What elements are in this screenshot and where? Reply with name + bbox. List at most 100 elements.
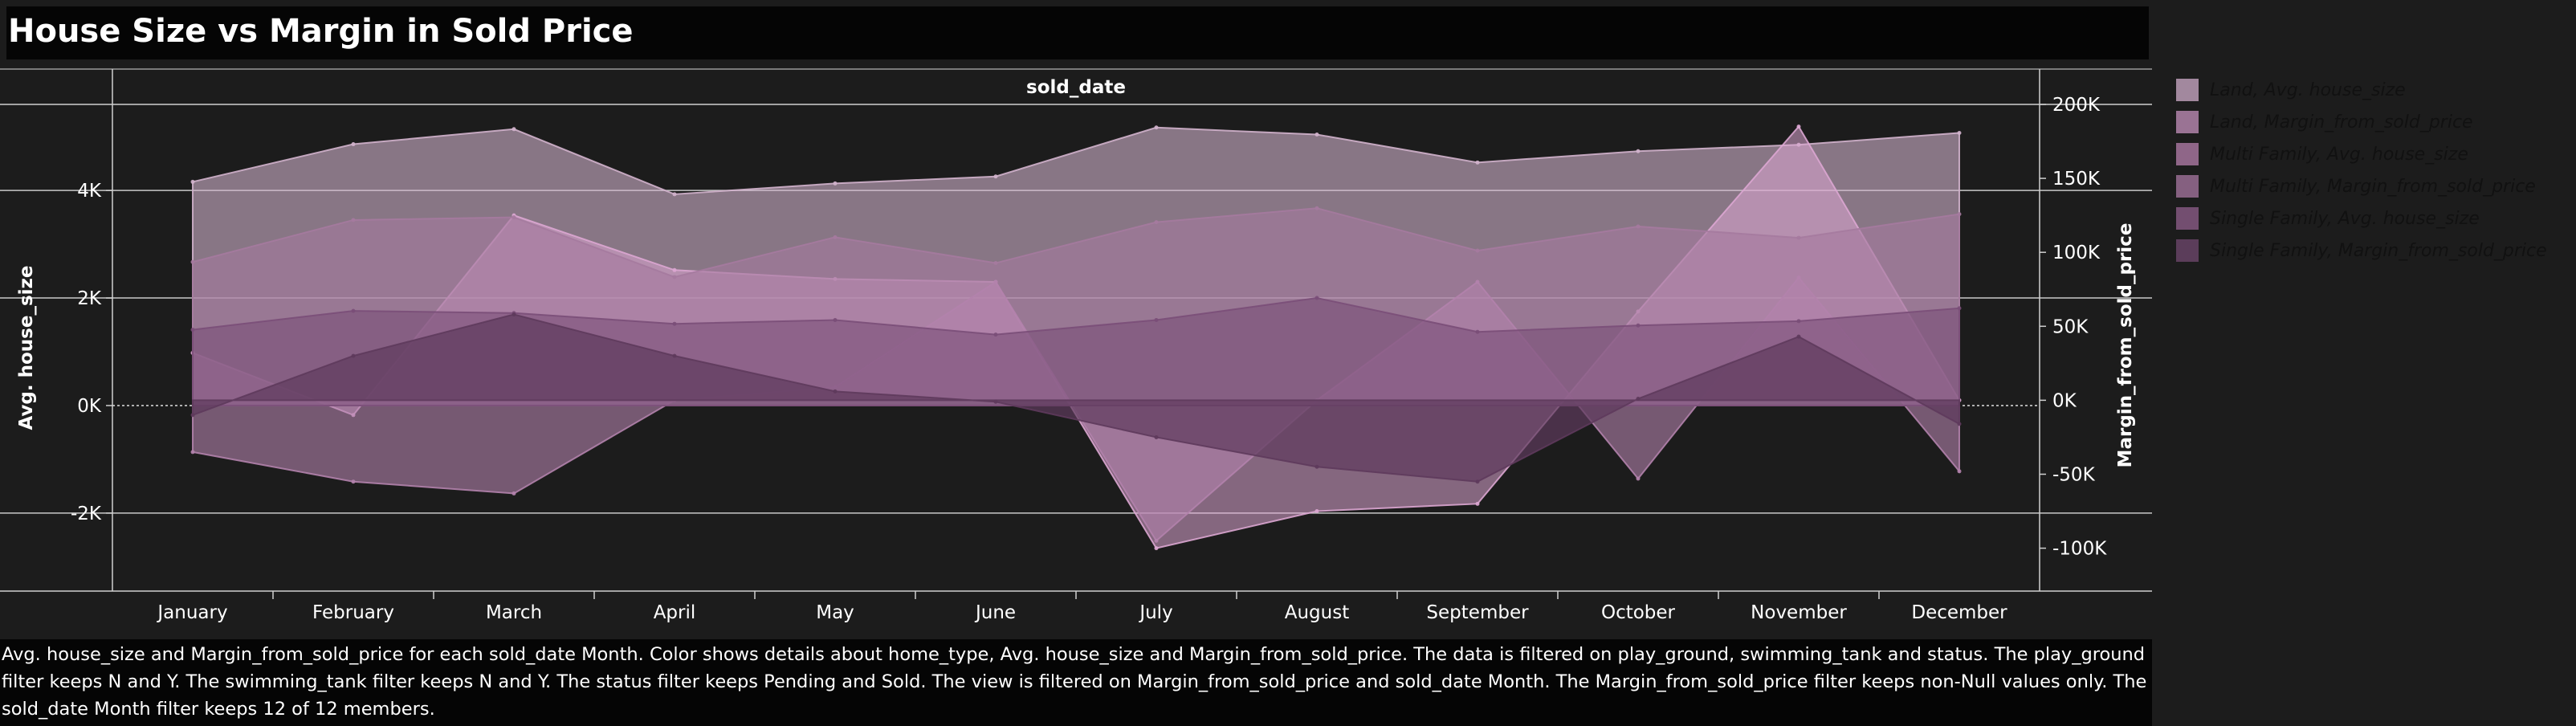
x-tick-label: September — [1426, 602, 1529, 623]
data-point — [1154, 220, 1159, 225]
data-point — [1314, 206, 1319, 210]
legend: Land, Avg. house_size Land, Margin_from_s… — [2176, 74, 2570, 267]
data-point — [993, 174, 998, 179]
data-point — [672, 275, 677, 279]
left-tick-label: 4K — [77, 181, 102, 202]
data-point — [1154, 318, 1159, 323]
data-point — [993, 332, 998, 337]
legend-label: Multi Family, Avg. house_size — [2210, 144, 2468, 165]
data-point — [1636, 323, 1641, 328]
data-point — [993, 261, 998, 266]
left-axis-title: Avg. house_size — [16, 265, 37, 430]
x-tick-label: March — [486, 602, 542, 623]
x-tick-label: June — [974, 602, 1016, 623]
data-point — [1796, 319, 1801, 324]
x-tick-label: April — [654, 602, 696, 623]
data-point — [1314, 296, 1319, 300]
data-point — [512, 215, 516, 220]
data-point — [1636, 149, 1641, 153]
legend-swatch — [2176, 239, 2199, 262]
data-point — [1475, 160, 1480, 165]
data-point — [1314, 132, 1319, 137]
data-point — [1314, 509, 1319, 514]
data-point — [1475, 329, 1480, 334]
right-tick-label: 200K — [2052, 95, 2101, 116]
right-tick-label: 0K — [2052, 390, 2077, 411]
data-point — [1957, 306, 1962, 311]
right-tick-label: 150K — [2052, 169, 2101, 190]
left-tick-label: 0K — [77, 396, 102, 417]
data-point — [190, 328, 195, 332]
data-point — [833, 235, 838, 239]
page-title: House Size vs Margin in Sold Price — [8, 13, 634, 50]
legend-label: Multi Family, Margin_from_sold_price — [2210, 176, 2536, 197]
data-point — [351, 142, 356, 147]
data-point — [1957, 422, 1962, 426]
data-point — [512, 312, 516, 317]
left-tick-label: 2K — [77, 288, 102, 309]
data-point — [351, 479, 356, 484]
data-point — [512, 127, 516, 132]
data-point — [833, 389, 838, 394]
data-point — [351, 308, 356, 313]
data-point — [351, 218, 356, 222]
chart-caption: Avg. house_size and Margin_from_sold_pri… — [2, 644, 2147, 720]
data-point — [1154, 538, 1159, 543]
data-point — [1957, 469, 1962, 474]
area-chart: sold_date -2K 0K 2K 4K -100K -50K 0K 50K 100K 150K… — [0, 68, 2152, 623]
legend-item: Single Family, Avg. house_size — [2176, 202, 2570, 235]
data-point — [1154, 125, 1159, 130]
legend-item: Land, Margin_from_sold_price — [2176, 106, 2570, 138]
right-tick-label: 50K — [2052, 316, 2089, 337]
data-point — [190, 413, 195, 418]
data-point — [1314, 464, 1319, 469]
data-point — [833, 318, 838, 323]
legend-swatch — [2176, 143, 2199, 165]
data-point — [672, 321, 677, 326]
x-tick-label: August — [1285, 602, 1350, 623]
x-tick-label: October — [1601, 602, 1676, 623]
data-point — [993, 279, 998, 284]
x-tick-label: May — [816, 602, 854, 623]
legend-label: Land, Avg. house_size — [2210, 80, 2406, 100]
data-point — [1475, 501, 1480, 506]
legend-swatch — [2176, 207, 2199, 230]
data-point — [1154, 434, 1159, 439]
data-point — [1636, 224, 1641, 229]
legend-label: Single Family, Avg. house_size — [2210, 208, 2480, 229]
right-axis-title: Margin_from_sold_price — [2115, 223, 2136, 468]
right-tick-label: -50K — [2052, 464, 2096, 485]
data-point — [1636, 476, 1641, 481]
data-point — [672, 267, 677, 272]
data-point — [1154, 546, 1159, 551]
data-point — [190, 179, 195, 184]
data-point — [1957, 130, 1962, 135]
legend-item: Multi Family, Avg. house_size — [2176, 138, 2570, 170]
x-tick-label: November — [1751, 602, 1847, 623]
data-point — [1636, 397, 1641, 402]
data-point — [190, 450, 195, 455]
caption-box: Avg. house_size and Margin_from_sold_pri… — [0, 639, 2152, 726]
title-bar: House Size vs Margin in Sold Price — [6, 6, 2149, 59]
data-point — [1475, 248, 1480, 253]
x-tick-label: December — [1911, 602, 2007, 623]
left-tick-label: -2K — [71, 504, 102, 524]
data-point — [1796, 275, 1801, 280]
legend-item: Single Family, Margin_from_sold_price — [2176, 235, 2570, 267]
right-tick-label: 100K — [2052, 243, 2101, 263]
legend-item: Multi Family, Margin_from_sold_price — [2176, 170, 2570, 202]
data-point — [351, 353, 356, 358]
data-point — [993, 399, 998, 404]
column-header: sold_date — [1026, 77, 1126, 98]
data-point — [1475, 279, 1480, 284]
data-point — [512, 491, 516, 496]
data-point — [190, 259, 195, 264]
legend-item: Land, Avg. house_size — [2176, 74, 2570, 106]
data-point — [833, 181, 838, 186]
legend-swatch — [2176, 111, 2199, 133]
data-point — [1796, 124, 1801, 129]
data-point — [1796, 235, 1801, 240]
data-point — [1957, 212, 1962, 217]
data-point — [672, 353, 677, 358]
legend-swatch — [2176, 175, 2199, 198]
